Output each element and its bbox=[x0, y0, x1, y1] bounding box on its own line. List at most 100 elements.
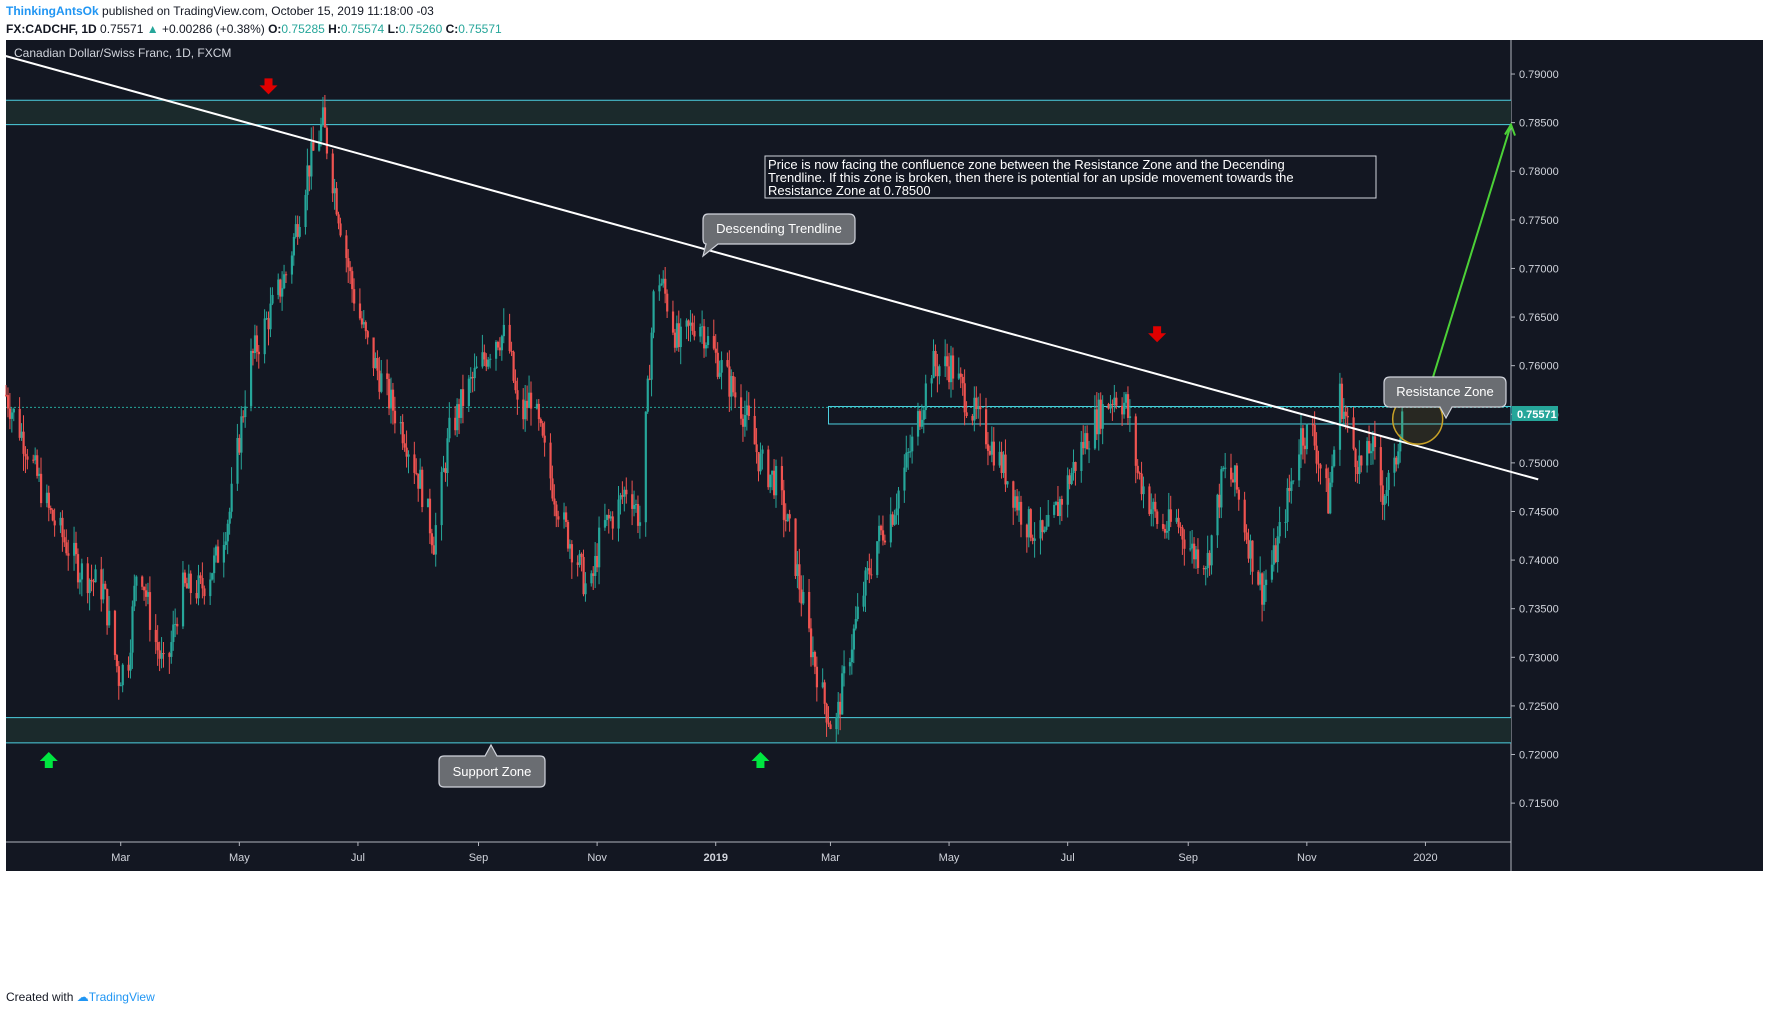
candle-body bbox=[537, 403, 540, 420]
candle-body bbox=[224, 541, 227, 545]
last-price-tag-text: 0.75571 bbox=[1517, 409, 1557, 421]
candle-body bbox=[1261, 573, 1264, 605]
candle-body bbox=[916, 411, 920, 437]
support-zone-callout[interactable]: Support Zone bbox=[438, 743, 546, 788]
candle-body bbox=[222, 544, 225, 563]
candle-body bbox=[1278, 521, 1281, 537]
candle-body bbox=[88, 579, 91, 594]
candle-body bbox=[767, 449, 770, 488]
candle-body bbox=[539, 419, 542, 424]
candle-body bbox=[693, 330, 696, 337]
candle-body bbox=[850, 649, 854, 663]
y-tick-label: 0.79000 bbox=[1519, 69, 1559, 81]
candle-body bbox=[878, 525, 881, 542]
candle-body bbox=[292, 236, 295, 256]
candle-body bbox=[86, 563, 89, 594]
candle-body bbox=[1224, 467, 1227, 469]
candle-body bbox=[965, 412, 968, 417]
candle-body bbox=[821, 682, 824, 688]
price-change: +0.00286 (+0.38%) bbox=[161, 22, 265, 36]
resistance-zone-callout[interactable]: Resistance Zone bbox=[1383, 376, 1507, 420]
candle-body bbox=[1397, 451, 1400, 465]
candle-body bbox=[67, 553, 70, 556]
candle-body bbox=[481, 352, 484, 367]
candle-body bbox=[856, 606, 859, 620]
candle-body bbox=[413, 454, 416, 473]
candle-body bbox=[187, 573, 190, 589]
candle-body bbox=[625, 489, 628, 495]
candle-body bbox=[467, 378, 470, 406]
author-link[interactable]: ThinkingAntsOk bbox=[6, 4, 99, 18]
candle-body bbox=[1161, 524, 1165, 529]
candle-body bbox=[1109, 403, 1112, 409]
candle-body bbox=[598, 527, 601, 568]
candle-body bbox=[487, 359, 490, 367]
candle-body bbox=[1208, 552, 1211, 566]
candle-body bbox=[489, 358, 492, 360]
candle-body bbox=[90, 579, 93, 582]
candle-body bbox=[889, 514, 892, 543]
candle-body bbox=[922, 410, 925, 420]
tradingview-link[interactable]: TradingView bbox=[88, 990, 155, 1004]
candle-body bbox=[185, 583, 189, 589]
candle-body bbox=[448, 417, 451, 439]
candle-body bbox=[563, 512, 566, 520]
candle-body bbox=[619, 495, 622, 500]
candle-body bbox=[216, 546, 220, 563]
candle-body bbox=[1121, 405, 1124, 415]
candle-body bbox=[1331, 466, 1334, 483]
candle-body bbox=[596, 555, 599, 568]
candle-body bbox=[189, 573, 192, 594]
close-label: C: bbox=[445, 22, 459, 36]
candle-body bbox=[1086, 433, 1089, 450]
candle-body bbox=[798, 564, 801, 590]
candle-body bbox=[1095, 409, 1099, 435]
candle-body bbox=[617, 499, 620, 529]
candle-body bbox=[253, 335, 257, 354]
candle-body bbox=[405, 447, 408, 457]
down-arrow-icon-2 bbox=[1148, 326, 1167, 343]
candle-body bbox=[1080, 441, 1083, 471]
candle-body bbox=[1055, 501, 1058, 505]
candle-body bbox=[893, 515, 896, 525]
candle-body bbox=[551, 478, 554, 499]
candle-body bbox=[827, 722, 830, 725]
candle-body bbox=[168, 653, 171, 657]
price-axis[interactable] bbox=[1511, 40, 1563, 871]
candle-body bbox=[584, 583, 587, 595]
candle-body bbox=[876, 541, 879, 575]
candle-body bbox=[1128, 416, 1132, 418]
candle-body bbox=[1000, 451, 1003, 474]
candle-body bbox=[1298, 454, 1301, 481]
candle-body bbox=[1029, 509, 1032, 538]
analysis-note[interactable]: Price is now facing the confluence zone … bbox=[764, 155, 1377, 199]
candle-body bbox=[366, 331, 369, 338]
candle-body bbox=[240, 416, 243, 453]
candle-body bbox=[440, 471, 443, 526]
candle-body bbox=[162, 653, 165, 655]
candle-body bbox=[269, 303, 272, 330]
created-with: Created with bbox=[6, 990, 74, 1004]
candle-body bbox=[20, 431, 23, 438]
candle-body bbox=[495, 341, 498, 359]
candle-body bbox=[1276, 536, 1279, 563]
candle-body bbox=[1177, 517, 1180, 527]
candle-body bbox=[891, 514, 894, 525]
candle-body bbox=[53, 520, 56, 526]
candle-body bbox=[1288, 487, 1291, 491]
candle-body bbox=[594, 555, 597, 576]
candle-body bbox=[720, 360, 723, 373]
candle-body bbox=[1093, 409, 1097, 449]
candle-body bbox=[794, 518, 797, 576]
candle-body bbox=[1183, 539, 1186, 549]
descending-trendline-callout[interactable]: Descending Trendline bbox=[701, 213, 856, 258]
candle-body bbox=[267, 318, 270, 330]
y-tick-label: 0.78500 bbox=[1519, 118, 1559, 130]
candle-body bbox=[959, 373, 962, 377]
candle-body bbox=[1084, 433, 1087, 449]
candle-body bbox=[277, 279, 280, 295]
candle-body bbox=[580, 553, 583, 557]
candle-body bbox=[1148, 486, 1151, 515]
